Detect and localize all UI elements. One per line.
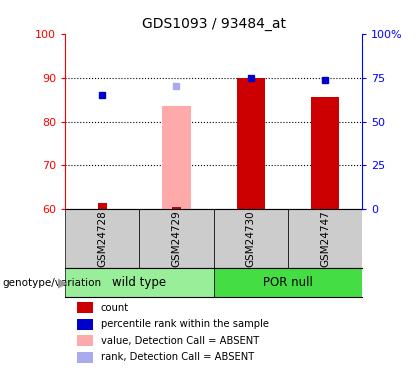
- Bar: [77, 335, 93, 346]
- Bar: [139, 209, 214, 268]
- Bar: [214, 268, 362, 297]
- Text: genotype/variation: genotype/variation: [2, 278, 101, 288]
- Title: GDS1093 / 93484_at: GDS1093 / 93484_at: [142, 17, 286, 32]
- Text: GSM24747: GSM24747: [320, 210, 330, 267]
- Bar: [65, 209, 139, 268]
- Bar: [214, 209, 288, 268]
- Text: value, Detection Call = ABSENT: value, Detection Call = ABSENT: [101, 336, 259, 346]
- Text: GSM24730: GSM24730: [246, 210, 256, 267]
- Text: GSM24729: GSM24729: [171, 210, 181, 267]
- Text: wild type: wild type: [112, 276, 166, 289]
- Text: POR null: POR null: [263, 276, 313, 289]
- Bar: [77, 302, 93, 313]
- Bar: [65, 268, 214, 297]
- Bar: [77, 319, 93, 330]
- Bar: [236, 78, 265, 209]
- Bar: [246, 207, 255, 209]
- Bar: [311, 98, 339, 209]
- Text: ▶: ▶: [58, 276, 68, 289]
- Bar: [172, 207, 181, 209]
- Bar: [77, 352, 93, 363]
- Text: percentile rank within the sample: percentile rank within the sample: [101, 319, 269, 329]
- Text: count: count: [101, 303, 129, 313]
- Bar: [98, 203, 107, 209]
- Text: GSM24728: GSM24728: [97, 210, 107, 267]
- Text: rank, Detection Call = ABSENT: rank, Detection Call = ABSENT: [101, 352, 254, 362]
- Bar: [163, 106, 191, 209]
- Bar: [288, 209, 362, 268]
- Bar: [320, 207, 329, 209]
